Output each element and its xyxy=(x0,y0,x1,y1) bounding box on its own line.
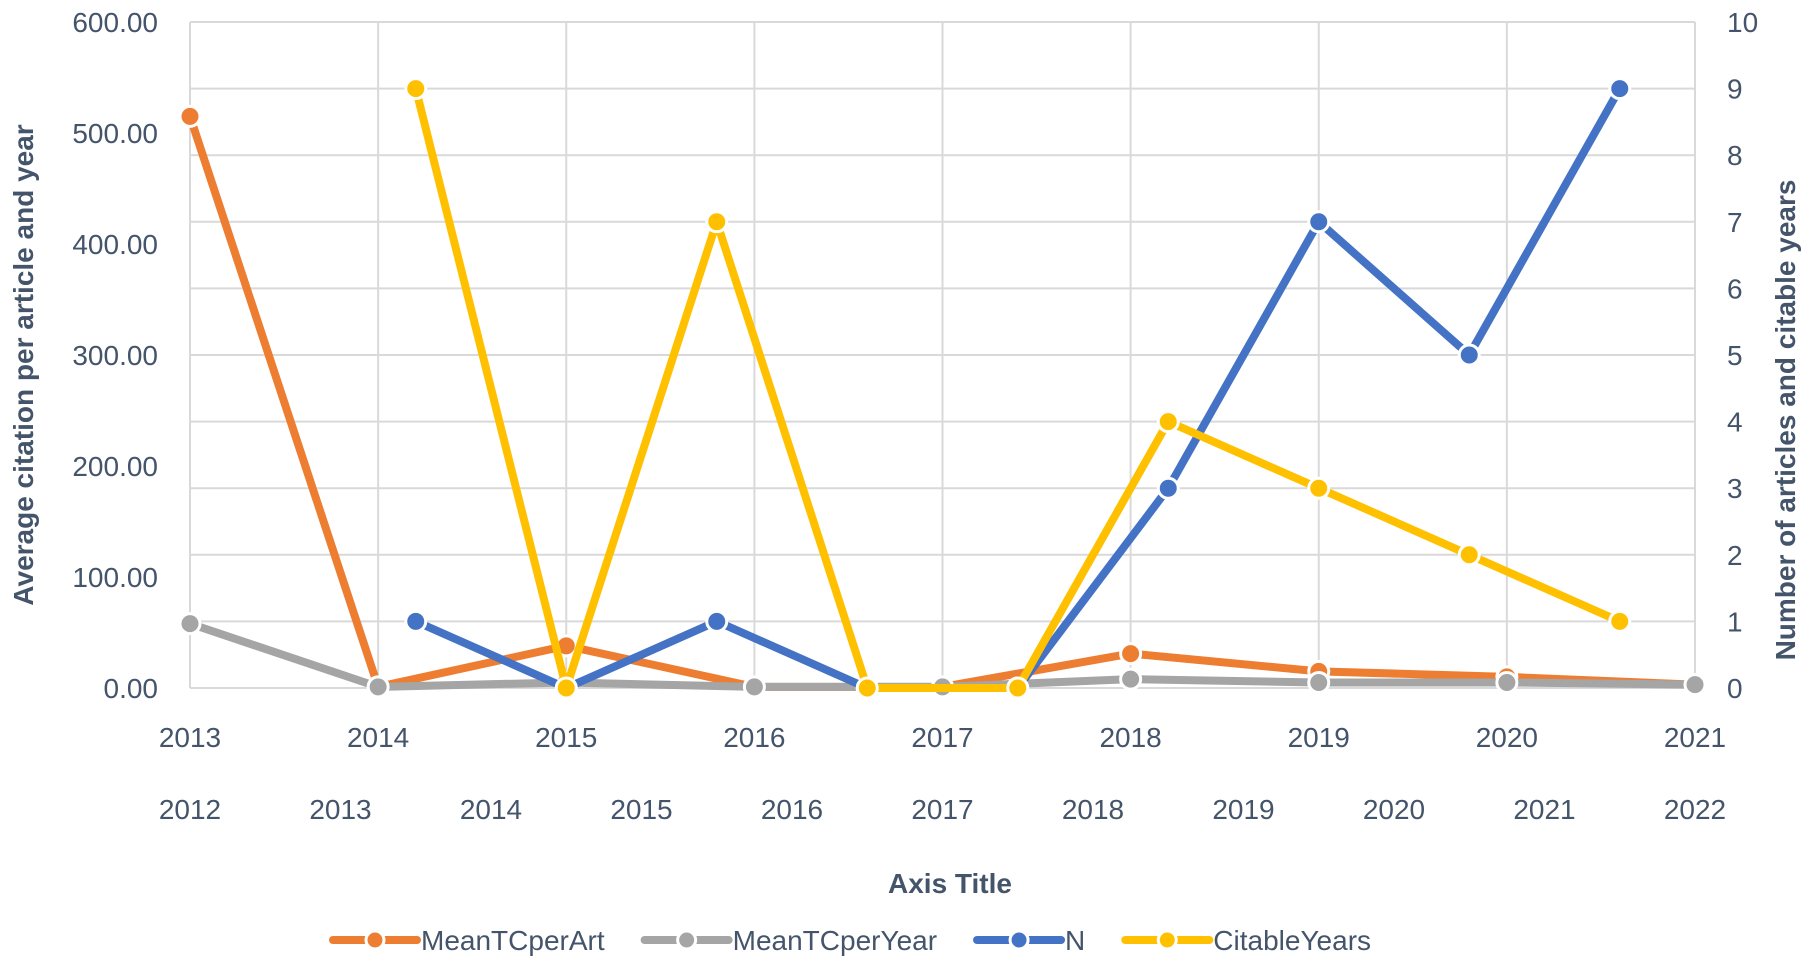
x-secondary-tick-label: 2012 xyxy=(159,794,221,825)
point-meantcperart xyxy=(178,104,202,128)
x-secondary-tick-label: 2019 xyxy=(1212,794,1274,825)
x-primary-tick-label: 2020 xyxy=(1476,722,1538,753)
right-axis-title: Number of articles and citable years xyxy=(1770,180,1801,661)
right-tick-label: 5 xyxy=(1727,340,1743,371)
x-secondary-tick-label: 2022 xyxy=(1664,794,1726,825)
point-citableyears xyxy=(705,210,729,234)
point-n xyxy=(1307,210,1331,234)
left-tick-label: 500.00 xyxy=(72,118,158,149)
point-meantcperyear xyxy=(742,675,766,699)
right-tick-label: 0 xyxy=(1727,673,1743,704)
point-meantcperyear xyxy=(1307,670,1331,694)
point-citableyears xyxy=(1608,609,1632,633)
point-citableyears xyxy=(1457,543,1481,567)
left-tick-label: 200.00 xyxy=(72,451,158,482)
point-n xyxy=(705,609,729,633)
right-tick-label: 1 xyxy=(1727,606,1743,637)
point-n xyxy=(404,609,428,633)
right-tick-label: 8 xyxy=(1727,140,1743,171)
x-secondary-tick-label: 2017 xyxy=(911,794,973,825)
point-citableyears xyxy=(1156,410,1180,434)
right-tick-label: 3 xyxy=(1727,473,1743,504)
right-tick-label: 9 xyxy=(1727,74,1743,105)
right-tick-label: 10 xyxy=(1727,7,1758,38)
point-citableyears xyxy=(554,676,578,700)
point-citableyears xyxy=(1006,676,1030,700)
gridlines xyxy=(189,21,1696,689)
x-secondary-tick-label: 2020 xyxy=(1363,794,1425,825)
legend-marker-n xyxy=(1008,929,1030,951)
legend-marker-meantcperyear xyxy=(676,929,698,951)
x-primary-tick-label: 2013 xyxy=(159,722,221,753)
left-tick-label: 300.00 xyxy=(72,340,158,371)
point-meantcperyear xyxy=(366,675,390,699)
legend-label-n: N xyxy=(1065,925,1085,956)
series-layer xyxy=(178,77,1707,700)
right-tick-label: 7 xyxy=(1727,207,1743,238)
series-line-citableyears xyxy=(411,84,1624,692)
x-primary-tick-label: 2017 xyxy=(911,722,973,753)
point-meantcperyear xyxy=(178,612,202,636)
point-n xyxy=(1156,476,1180,500)
legend-label-meantcperyear: MeanTCperYear xyxy=(733,925,937,956)
point-meantcperyear xyxy=(1119,667,1143,691)
x-primary-tick-label: 2018 xyxy=(1099,722,1161,753)
left-tick-label: 600.00 xyxy=(72,7,158,38)
x-primary-tick-label: 2016 xyxy=(723,722,785,753)
x-secondary-axis-ticks: 2012 2013 2014 2015 2016 2017 2018 2019 2020 2021… xyxy=(159,794,1726,825)
legend: MeanTCperArt MeanTCperYear N CitableYears xyxy=(329,925,1371,956)
point-citableyears xyxy=(404,77,428,101)
right-tick-label: 6 xyxy=(1727,273,1743,304)
x-secondary-tick-label: 2014 xyxy=(460,794,522,825)
x-primary-tick-label: 2019 xyxy=(1288,722,1350,753)
left-axis-title: Average citation per article and year xyxy=(8,124,39,605)
point-meantcperart xyxy=(1119,642,1143,666)
point-citableyears xyxy=(1307,476,1331,500)
point-n xyxy=(1457,343,1481,367)
x-secondary-tick-label: 2013 xyxy=(309,794,371,825)
x-secondary-tick-label: 2018 xyxy=(1062,794,1124,825)
left-axis-ticks: 0.00 100.00 200.00 300.00 400.00 500.00 600.00 xyxy=(72,7,158,704)
x-secondary-tick-label: 2016 xyxy=(761,794,823,825)
right-tick-label: 4 xyxy=(1727,407,1743,438)
legend-label-citableyears: CitableYears xyxy=(1213,925,1371,956)
point-meantcperyear xyxy=(1683,673,1707,697)
point-citableyears xyxy=(855,676,879,700)
right-axis-ticks: 0 1 2 3 4 5 6 7 8 9 10 xyxy=(1727,7,1758,704)
x-axis-title: Axis Title xyxy=(888,868,1012,899)
legend-label-meantcperart: MeanTCperArt xyxy=(421,925,605,956)
point-n xyxy=(1608,77,1632,101)
point-meantcperyear xyxy=(1495,670,1519,694)
legend-marker-meantcperart xyxy=(364,929,386,951)
left-tick-label: 400.00 xyxy=(72,229,158,260)
left-tick-label: 0.00 xyxy=(104,673,159,704)
legend-marker-citableyears xyxy=(1156,929,1178,951)
x-secondary-tick-label: 2021 xyxy=(1513,794,1575,825)
x-primary-tick-label: 2015 xyxy=(535,722,597,753)
left-tick-label: 100.00 xyxy=(72,562,158,593)
x-primary-axis-ticks: 2013 2014 2015 2016 2017 2018 2019 2020 2021 xyxy=(159,722,1726,753)
x-primary-tick-label: 2021 xyxy=(1664,722,1726,753)
right-tick-label: 2 xyxy=(1727,540,1743,571)
x-secondary-tick-label: 2015 xyxy=(610,794,672,825)
x-primary-tick-label: 2014 xyxy=(347,722,409,753)
